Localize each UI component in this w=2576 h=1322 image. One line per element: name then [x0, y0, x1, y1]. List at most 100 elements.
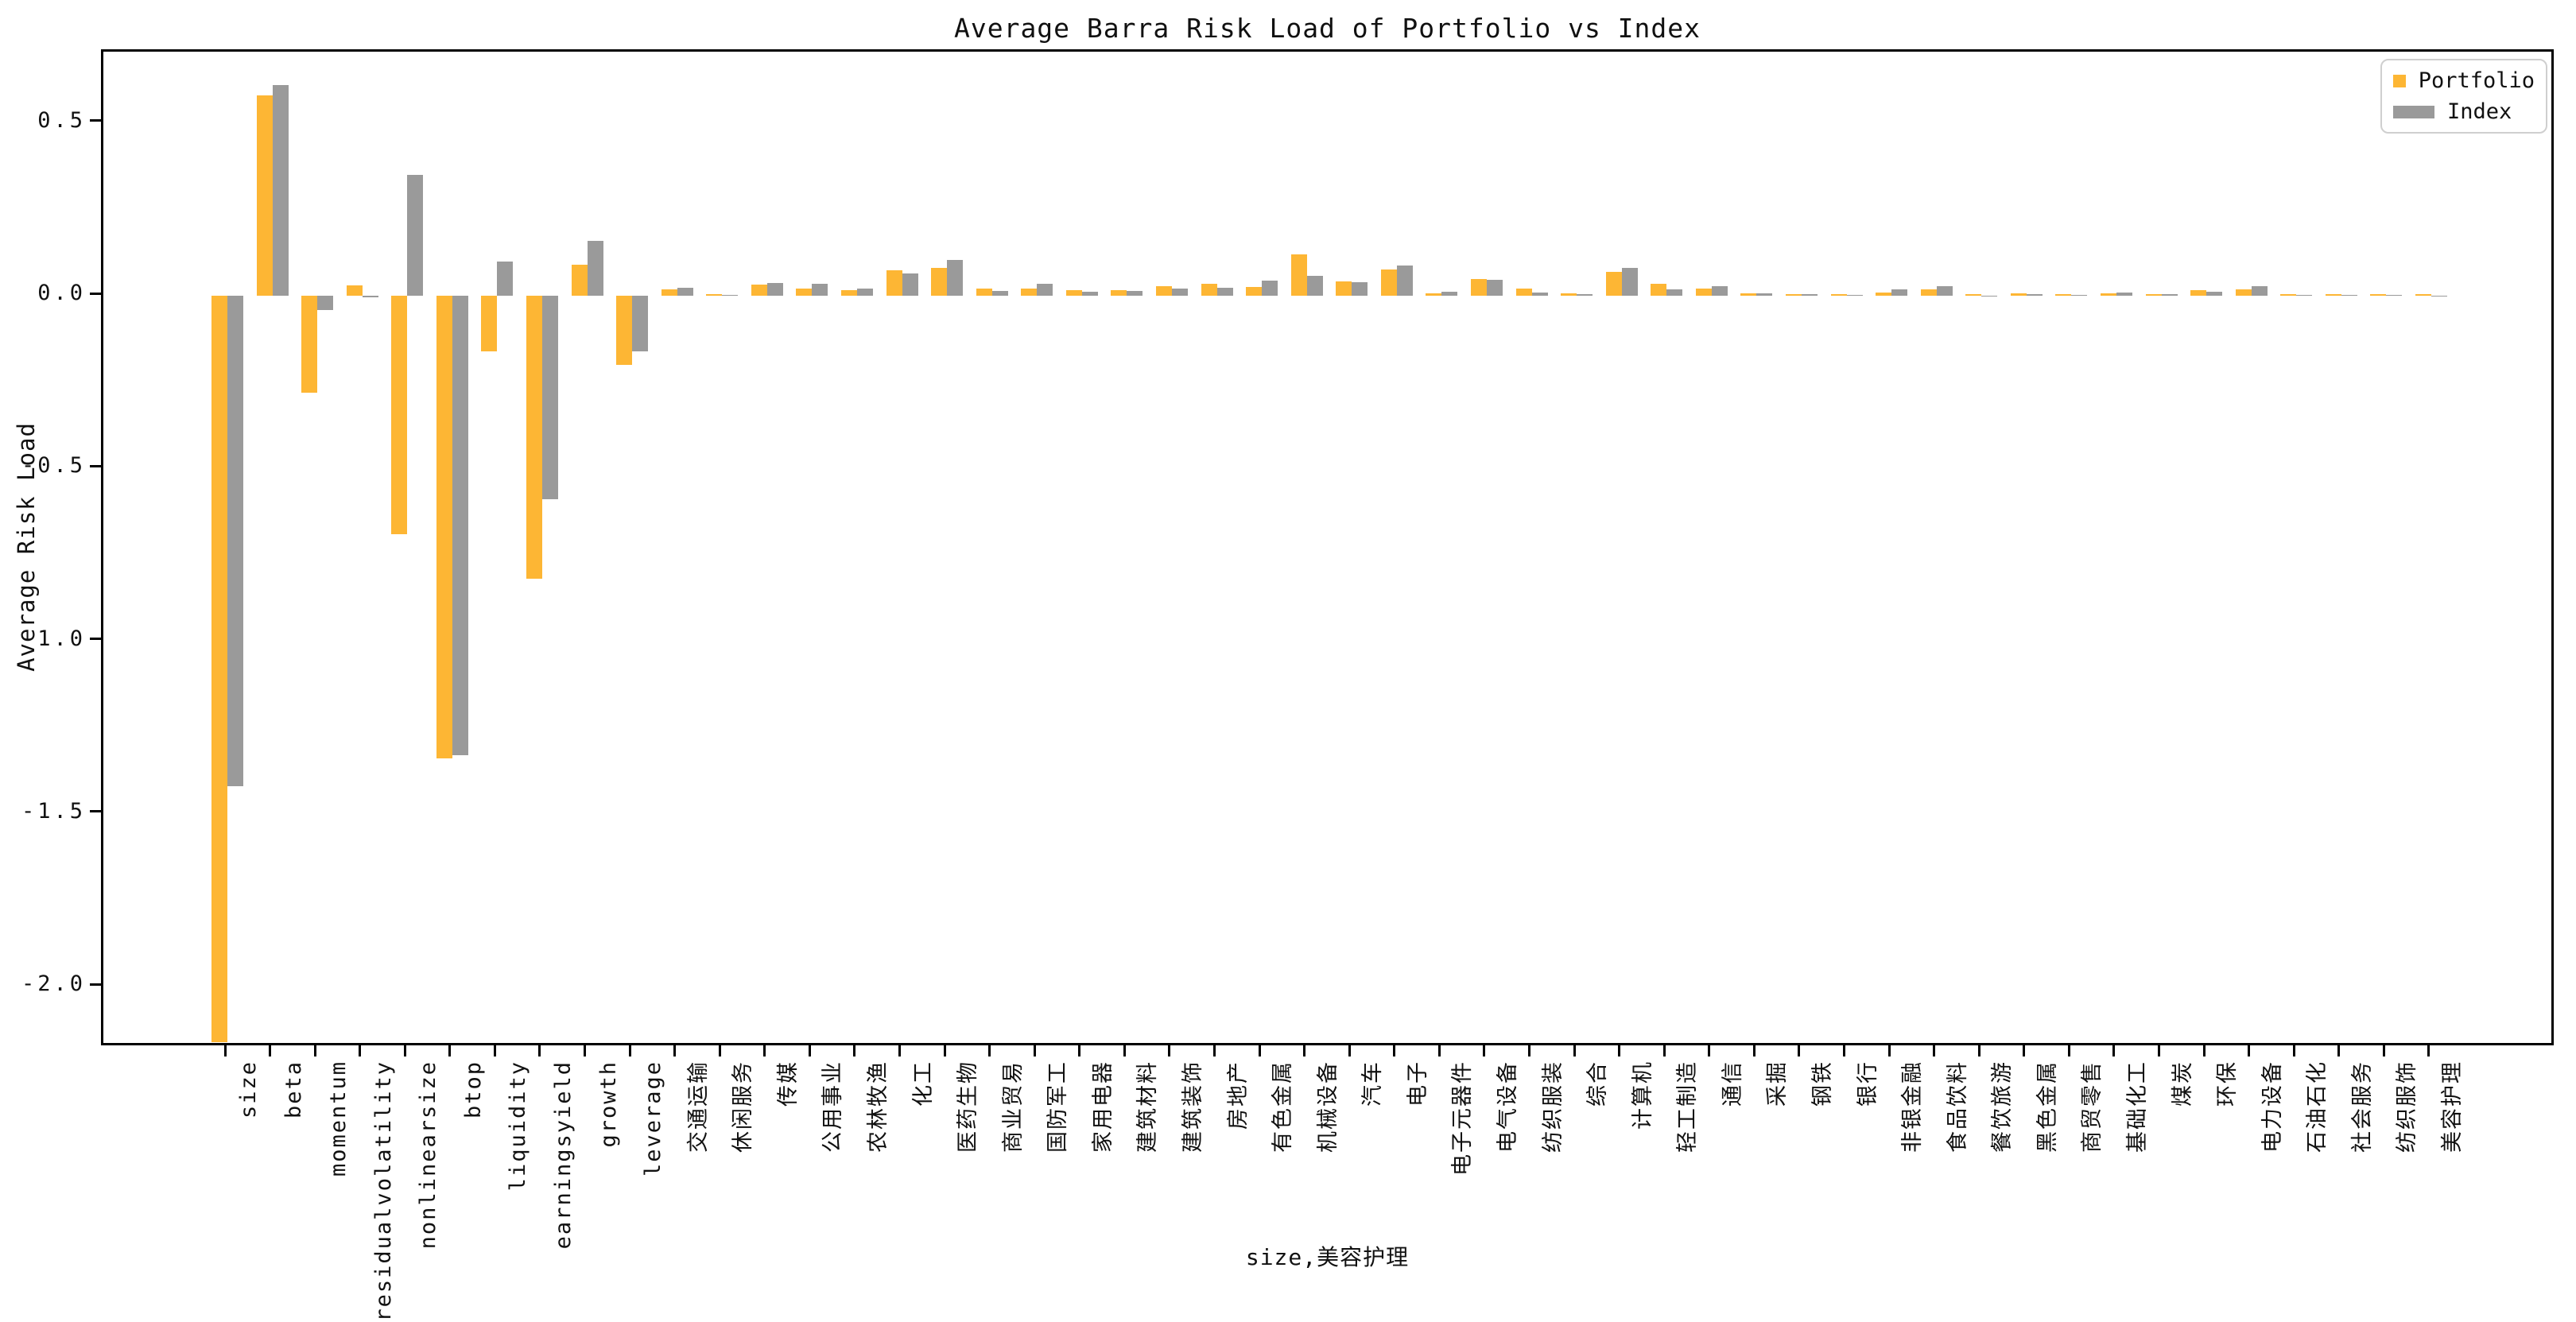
bar-index: [2026, 293, 2043, 297]
bar-index: [1801, 293, 1818, 297]
x-tick-mark: [1798, 1045, 1801, 1056]
x-tick-mark: [628, 1045, 631, 1056]
bar-index: [1486, 280, 1503, 297]
x-tick-mark: [853, 1045, 856, 1056]
bar-index: [407, 175, 424, 297]
bar-portfolio: [436, 296, 452, 759]
bar-index: [497, 261, 514, 297]
bar-portfolio: [796, 289, 813, 297]
legend-item-index: Index: [2393, 99, 2535, 124]
bar-portfolio: [346, 285, 363, 297]
bar-portfolio: [1651, 284, 1667, 297]
bar-index: [1756, 293, 1773, 297]
bar-portfolio: [526, 296, 542, 580]
x-tick-mark: [1933, 1045, 1936, 1056]
y-tick-mark: [90, 810, 101, 813]
bar-portfolio: [256, 95, 273, 297]
bar-index: [1891, 289, 1908, 297]
x-tick-mark: [1708, 1045, 1711, 1056]
x-tick-mark: [2248, 1045, 2251, 1056]
x-tick-mark: [538, 1045, 541, 1056]
bar-portfolio: [1201, 283, 1217, 297]
x-tick-mark: [2202, 1045, 2206, 1056]
bar-portfolio: [1965, 294, 1982, 297]
bar-portfolio: [1740, 293, 1757, 297]
x-tick-mark: [898, 1045, 902, 1056]
x-tick-mark: [673, 1045, 677, 1056]
x-tick-mark: [269, 1045, 272, 1056]
bar-portfolio: [481, 296, 498, 351]
bar-portfolio: [1065, 290, 1082, 297]
bar-portfolio: [1021, 289, 1038, 297]
x-tick-mark: [223, 1045, 227, 1056]
y-tick-mark: [90, 119, 101, 122]
bar-index: [1711, 285, 1728, 297]
x-tick-mark: [2382, 1045, 2385, 1056]
x-tick-mark: [2112, 1045, 2116, 1056]
x-tick-mark: [1977, 1045, 1980, 1056]
portfolio-swatch-icon: [2393, 74, 2406, 87]
index-swatch-icon: [2393, 105, 2434, 118]
bar-portfolio: [616, 296, 633, 366]
bar-portfolio: [1876, 292, 1892, 297]
x-tick-mark: [2067, 1045, 2070, 1056]
bar-index: [2296, 294, 2313, 297]
bar-portfolio: [1290, 254, 1307, 297]
bar-portfolio: [2055, 294, 2072, 297]
bar-portfolio: [301, 296, 318, 393]
y-tick-mark: [90, 292, 101, 295]
bar-portfolio: [1380, 269, 1397, 297]
y-tick-mark: [90, 983, 101, 986]
bar-index: [1262, 280, 1278, 297]
bar-portfolio: [1336, 281, 1352, 297]
x-tick-mark: [1033, 1045, 1036, 1056]
x-tick-mark: [2292, 1045, 2295, 1056]
x-tick-mark: [2158, 1045, 2160, 1056]
bar-portfolio: [1920, 289, 1937, 297]
bar-portfolio: [751, 285, 767, 297]
bar-index: [1396, 265, 1413, 297]
bar-portfolio: [2190, 290, 2207, 297]
x-tick-mark: [584, 1045, 587, 1056]
bar-index: [677, 287, 693, 297]
bar-index: [1531, 292, 1548, 297]
bar-portfolio: [1561, 293, 1577, 297]
bar-index: [2161, 294, 2178, 297]
bar-portfolio: [1111, 289, 1127, 297]
bar-index: [227, 296, 243, 787]
x-tick-mark: [1752, 1045, 1755, 1056]
x-tick-mark: [359, 1045, 362, 1056]
bar-index: [2341, 295, 2357, 297]
bar-index: [1037, 283, 1053, 297]
bar-portfolio: [840, 289, 857, 297]
bar-index: [587, 240, 603, 297]
legend-label-portfolio: Portfolio: [2418, 68, 2535, 93]
x-tick-mark: [1483, 1045, 1486, 1056]
bar-index: [947, 259, 964, 297]
bar-index: [1621, 268, 1638, 297]
y-tick-label: -2.0: [21, 971, 86, 997]
bar-index: [452, 296, 468, 755]
chart-title: Average Barra Risk Load of Portfolio vs …: [953, 13, 1701, 44]
x-tick-mark: [763, 1045, 766, 1056]
x-tick-mark: [1618, 1045, 1621, 1056]
bar-index: [2206, 292, 2223, 297]
bar-portfolio: [2010, 293, 2027, 297]
y-tick-label: -1.0: [21, 626, 86, 651]
chart-page: { "title": "Average Barra Risk Load of P…: [13, 13, 2554, 1322]
x-tick-mark: [1393, 1045, 1396, 1056]
bar-portfolio: [2145, 293, 2162, 297]
x-tick-mark: [1437, 1045, 1441, 1056]
bar-index: [902, 273, 918, 297]
bar-index: [2431, 295, 2447, 297]
bar-index: [317, 296, 334, 310]
y-tick-mark: [90, 638, 101, 641]
y-tick-mark: [90, 464, 101, 467]
bar-portfolio: [706, 293, 723, 297]
y-tick-label: 0.0: [37, 281, 86, 306]
bar-index: [272, 85, 289, 297]
plot-area: [101, 49, 2554, 1045]
bar-portfolio: [2325, 293, 2341, 297]
bar-portfolio: [1830, 294, 1847, 297]
bar-portfolio: [1785, 294, 1802, 297]
